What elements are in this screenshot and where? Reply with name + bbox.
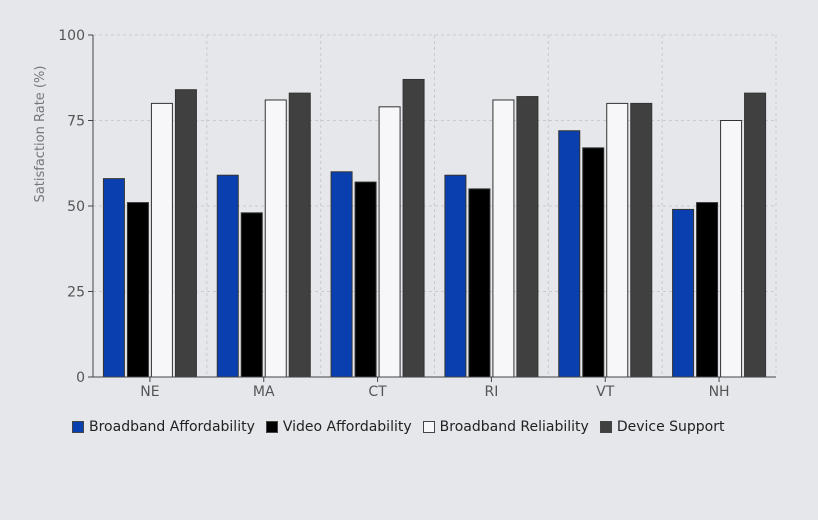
bar-nh-device-support — [744, 92, 767, 378]
bar-ct-device-support — [402, 78, 425, 378]
bar-ct-broadband-reliability — [378, 106, 401, 378]
y-axis-title: Satisfaction Rate (%) — [33, 66, 48, 203]
x-tick-label: NE — [140, 384, 159, 400]
bar-ne-broadband-affordability — [102, 178, 125, 378]
legend-swatch — [72, 421, 84, 433]
bar-ne-video-affordability — [126, 202, 149, 378]
bar-ma-video-affordability — [240, 212, 263, 378]
legend-label: Device Support — [616, 419, 725, 435]
legend-swatch — [265, 421, 278, 433]
y-tick-label: 75 — [67, 114, 85, 130]
legend-swatch — [422, 421, 435, 433]
bar-ri-broadband-reliability — [492, 99, 515, 378]
bar-vt-video-affordability — [582, 147, 605, 378]
bar-ri-video-affordability — [468, 188, 491, 378]
bar-ne-device-support — [174, 89, 197, 378]
legend: Broadband Affordability Video Affordabili… — [72, 419, 736, 435]
x-tick-labels: NE MA CT RI VT NH — [140, 384, 729, 400]
bar-vt-device-support — [630, 102, 653, 378]
y-tick-label: 0 — [76, 370, 85, 386]
legend-item: Video Affordability — [265, 419, 412, 435]
bar-nh-video-affordability — [696, 202, 719, 378]
y-tick-label: 100 — [58, 28, 85, 44]
legend-item: Broadband Reliability — [422, 419, 589, 435]
x-tick-label: CT — [368, 384, 387, 400]
y-tick-labels: 0 25 50 75 100 — [58, 28, 85, 386]
bar-vt-broadband-affordability — [558, 130, 581, 378]
legend-label: Broadband Affordability — [89, 419, 255, 435]
axes — [88, 34, 776, 382]
bar-ne-broadband-reliability — [150, 102, 173, 378]
legend-item: Broadband Affordability — [72, 419, 255, 435]
bar-nh-broadband-reliability — [720, 120, 743, 378]
legend-swatch — [599, 421, 612, 433]
bar-ma-broadband-reliability — [264, 99, 287, 378]
bar-ma-device-support — [288, 92, 311, 378]
bar-vt-broadband-reliability — [606, 102, 629, 378]
bar-ma-broadband-affordability — [216, 174, 239, 378]
y-tick-label: 50 — [67, 199, 85, 215]
grid-lines — [92, 34, 777, 377]
y-tick-label: 25 — [67, 285, 85, 301]
bar-ct-video-affordability — [354, 181, 377, 378]
bar-nh-broadband-affordability — [672, 208, 695, 378]
x-tick-label: VT — [596, 384, 615, 400]
bars — [102, 78, 767, 378]
bar-ri-device-support — [516, 96, 539, 378]
x-tick-label: RI — [484, 384, 498, 400]
x-tick-label: NH — [709, 384, 730, 400]
legend-item: Device Support — [599, 419, 725, 435]
bar-ct-broadband-affordability — [330, 171, 353, 378]
legend-label: Broadband Reliability — [439, 419, 589, 435]
legend-label: Video Affordability — [282, 419, 412, 435]
bar-ri-broadband-affordability — [444, 174, 467, 378]
x-tick-label: MA — [253, 384, 275, 400]
